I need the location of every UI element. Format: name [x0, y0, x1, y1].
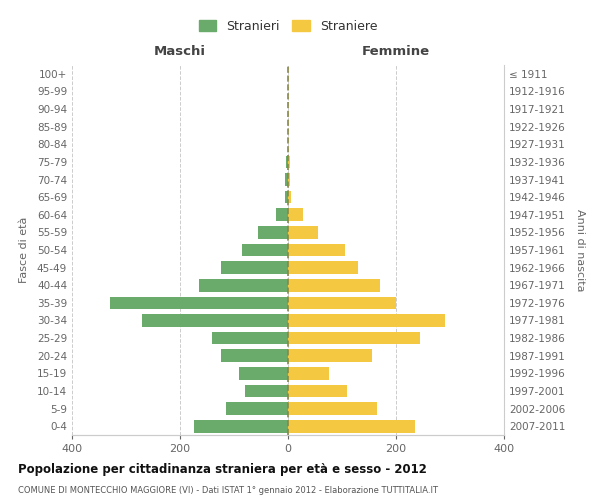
- Bar: [288, 314, 445, 327]
- Bar: [212, 332, 288, 344]
- Bar: [276, 208, 288, 221]
- Bar: [288, 384, 347, 398]
- Bar: [288, 420, 415, 432]
- Bar: [288, 296, 396, 309]
- Y-axis label: Fasce di età: Fasce di età: [19, 217, 29, 283]
- Bar: [245, 384, 288, 398]
- Bar: [288, 332, 420, 344]
- Bar: [259, 226, 288, 238]
- Bar: [288, 191, 290, 203]
- Bar: [288, 350, 372, 362]
- Legend: Stranieri, Straniere: Stranieri, Straniere: [195, 16, 381, 36]
- Bar: [226, 402, 288, 415]
- Bar: [288, 173, 290, 186]
- Bar: [239, 367, 288, 380]
- Bar: [242, 244, 288, 256]
- Bar: [286, 173, 288, 186]
- Bar: [221, 262, 288, 274]
- Bar: [288, 244, 344, 256]
- Bar: [285, 191, 288, 203]
- Bar: [288, 367, 329, 380]
- Text: Popolazione per cittadinanza straniera per età e sesso - 2012: Popolazione per cittadinanza straniera p…: [18, 462, 427, 475]
- Bar: [288, 156, 290, 168]
- Bar: [288, 208, 303, 221]
- Text: Maschi: Maschi: [154, 45, 206, 58]
- Bar: [221, 350, 288, 362]
- Bar: [286, 156, 288, 168]
- Text: Femmine: Femmine: [362, 45, 430, 58]
- Bar: [288, 279, 380, 291]
- Bar: [199, 279, 288, 291]
- Bar: [288, 262, 358, 274]
- Bar: [142, 314, 288, 327]
- Bar: [110, 296, 288, 309]
- Text: COMUNE DI MONTECCHIO MAGGIORE (VI) - Dati ISTAT 1° gennaio 2012 - Elaborazione T: COMUNE DI MONTECCHIO MAGGIORE (VI) - Dat…: [18, 486, 438, 495]
- Bar: [288, 226, 318, 238]
- Bar: [193, 420, 288, 432]
- Bar: [288, 402, 377, 415]
- Y-axis label: Anni di nascita: Anni di nascita: [575, 209, 585, 291]
